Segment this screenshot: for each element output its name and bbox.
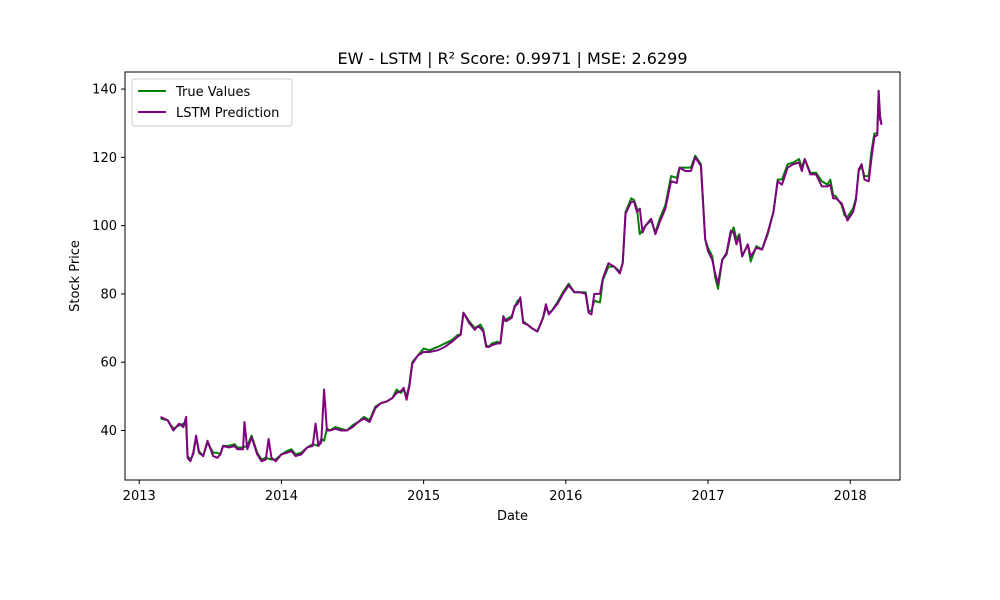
x-axis-label: Date <box>497 509 528 524</box>
series-layer <box>160 89 883 463</box>
x-tick-label: 2018 <box>834 489 867 504</box>
legend-label-lstm-prediction: LSTM Prediction <box>176 106 279 121</box>
plot-area <box>124 71 901 481</box>
x-tick-label: 2013 <box>123 489 156 504</box>
x-tick-label: 2015 <box>407 489 440 504</box>
y-tick-label: 40 <box>100 424 117 439</box>
x-tick-label: 2014 <box>265 489 298 504</box>
legend-box <box>131 78 293 127</box>
chart-title: EW - LSTM | R² Score: 0.9971 | MSE: 2.62… <box>337 49 687 68</box>
y-tick-label: 140 <box>92 83 117 98</box>
x-tick-label: 2017 <box>691 489 724 504</box>
y-tick-label: 100 <box>92 219 117 234</box>
x-axis: 2013 2014 2015 2016 2017 2018 <box>123 480 867 504</box>
y-axis-label: Stock Price <box>68 240 83 312</box>
y-axis: 40 60 80 100 120 140 <box>92 83 125 439</box>
plot-frame <box>124 71 901 481</box>
legend-label-true-values: True Values <box>175 85 250 100</box>
y-tick-label: 120 <box>92 151 117 166</box>
x-tick-label: 2016 <box>549 489 582 504</box>
y-tick-label: 60 <box>100 356 117 371</box>
y-tick-label: 80 <box>100 287 117 302</box>
legend: True Values LSTM Prediction <box>131 78 293 127</box>
series-line-lstm-prediction <box>160 89 883 463</box>
